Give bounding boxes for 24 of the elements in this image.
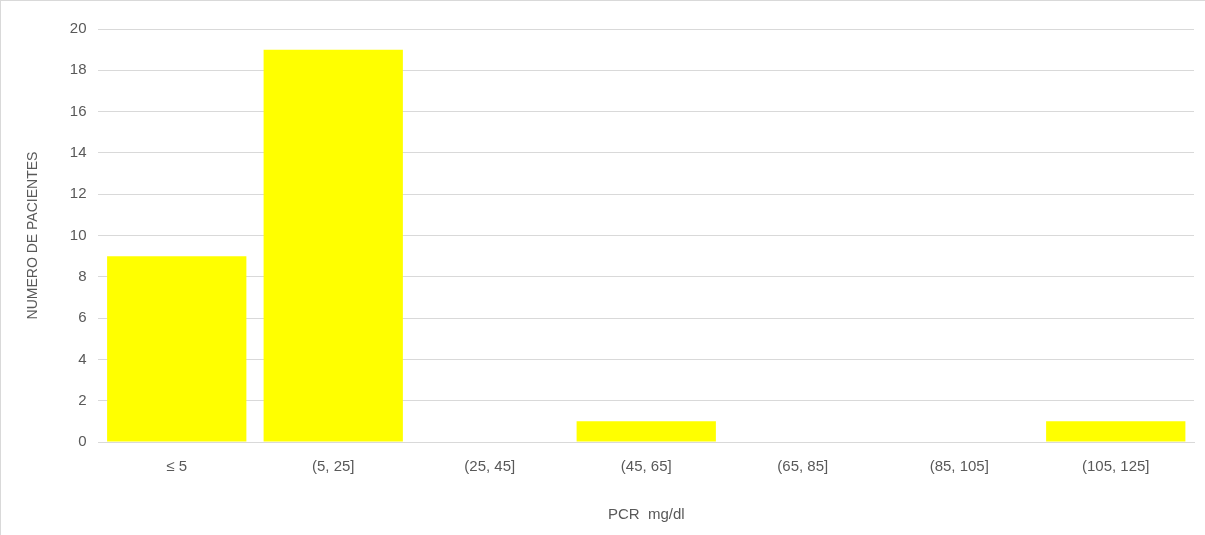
x-axis-title: PCR mg/dl xyxy=(607,505,685,523)
y-tick-label: 10 xyxy=(69,225,87,243)
y-tick-label: 18 xyxy=(69,60,87,78)
y-tick-label: 8 xyxy=(78,266,87,284)
x-tick-label: (105, 125] xyxy=(1081,457,1150,475)
x-tick-label: (85, 105] xyxy=(929,457,989,475)
y-tick-label: 16 xyxy=(69,101,87,119)
x-tick-label: ≤ 5 xyxy=(166,457,188,475)
y-axis-title: NUMERO DE PACIENTES xyxy=(24,151,41,320)
y-tick-label: 20 xyxy=(69,19,87,37)
y-tick-label: 2 xyxy=(78,390,87,408)
x-tick-label: (65, 85] xyxy=(777,457,829,475)
bar xyxy=(263,49,403,442)
y-tick-label: 14 xyxy=(69,143,87,161)
bar xyxy=(107,256,247,442)
y-tick-label: 4 xyxy=(78,349,87,367)
x-tick-label: (5, 25] xyxy=(311,457,355,475)
x-tick-label: (45, 65] xyxy=(620,457,672,475)
y-tick-label: 0 xyxy=(78,432,87,450)
x-tick-label: (25, 45] xyxy=(464,457,516,475)
bar xyxy=(1046,421,1186,442)
y-tick-label: 12 xyxy=(69,184,87,202)
bar xyxy=(576,421,716,442)
y-tick-label: 6 xyxy=(78,308,87,326)
